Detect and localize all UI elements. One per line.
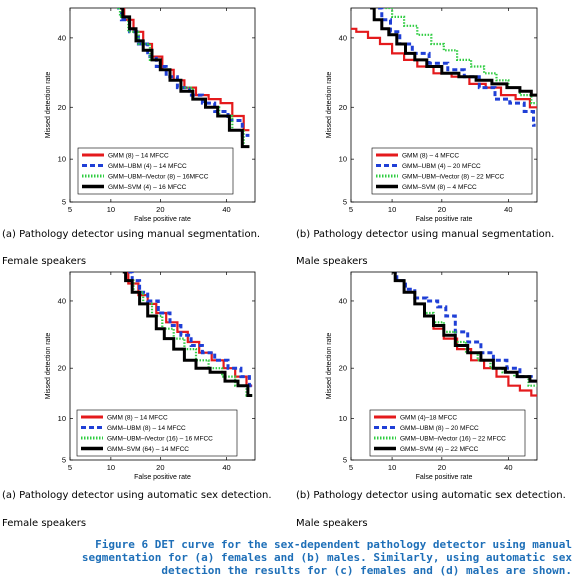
x-tick-label: 40: [504, 463, 512, 472]
x-axis-label: False positive rate: [416, 474, 473, 481]
x-tick-label: 40: [504, 205, 512, 214]
y-tick-label: 40: [339, 296, 347, 305]
y-tick-label: 10: [339, 155, 347, 164]
panel-caption-c: (a) Pathology detector using automatic s…: [2, 490, 272, 501]
series-group: [117, 8, 250, 149]
x-tick-label: 5: [349, 463, 353, 472]
panel-caption-b: (b) Pathology detector using manual segm…: [296, 229, 555, 240]
x-tick-label: 5: [68, 463, 72, 472]
series-group: [351, 8, 537, 127]
x-tick-label: 5: [349, 205, 353, 214]
y-tick-label: 20: [58, 103, 66, 112]
legend-entry-2: GMM–UBM–iVector (8) – 22 MFCC: [402, 174, 505, 181]
legend-entry-0: GMM (8) – 14 MFCC: [107, 415, 168, 422]
y-tick-label: 20: [58, 364, 66, 373]
series-line-1: [378, 8, 536, 127]
x-tick-label: 10: [107, 463, 115, 472]
legend-entry-0: GMM (8) – 14 MFCC: [108, 153, 169, 160]
det-chart-a: 5 10 20 40 5 10 20 40 False positive rate Missed …: [45, 7, 256, 223]
panel-c: 5 10 20 40 5 10 20 40 False positive rate Missed …: [0, 268, 290, 533]
panel-speakers-d: Male speakers: [296, 518, 368, 529]
legend-box: [371, 147, 533, 195]
legend-entry-2: GMM–UBM–iVector (16) – 22 MFCC: [400, 436, 506, 443]
x-tick-label: 5: [68, 205, 72, 214]
y-tick-label: 5: [62, 456, 66, 465]
y-axis-label: Missed detection rate: [326, 72, 333, 139]
x-tick-label: 20: [156, 205, 164, 214]
series-group: [392, 272, 537, 397]
plot-frame: [69, 7, 256, 203]
y-tick-label: 40: [58, 296, 66, 305]
y-tick-label: 5: [62, 198, 66, 207]
panel-speakers-a: Female speakers: [2, 256, 87, 267]
x-tick-label: 20: [438, 205, 446, 214]
panel-speakers-c: Female speakers: [2, 518, 87, 529]
series-line-1: [392, 272, 537, 383]
x-tick-label: 10: [388, 205, 396, 214]
y-tick-label: 20: [339, 364, 347, 373]
legend-entry-0: GMM (8) – 4 MFCC: [402, 153, 459, 160]
plot-frame: [350, 7, 538, 203]
legend-entry-3: GMM–SVM (4) – 22 MFCC: [400, 446, 479, 453]
y-tick-label: 5: [343, 198, 347, 207]
y-tick-label: 5: [343, 456, 347, 465]
y-tick-label: 10: [58, 414, 66, 423]
x-tick-label: 10: [388, 463, 396, 472]
series-line-2: [117, 8, 250, 148]
y-tick-label: 10: [58, 155, 66, 164]
series-line-3: [122, 272, 253, 397]
legend-entry-2: GMM–UBM–iVector (16) – 16 MFCC: [107, 436, 213, 443]
det-chart-c: 5 10 20 40 5 10 20 40 False positive rate Missed …: [45, 271, 256, 481]
legend-entry-3: GMM–SVM (4) – 16 MFCC: [108, 184, 187, 191]
x-axis-label: False positive rate: [134, 216, 191, 223]
y-axis-label: Missed detection rate: [45, 333, 52, 400]
legend-entry-0: GMM (4)–18 MFCC: [400, 415, 457, 422]
series-line-0: [120, 8, 250, 132]
x-tick-label: 20: [438, 463, 446, 472]
panel-speakers-b: Male speakers: [296, 256, 368, 267]
y-tick-label: 10: [339, 414, 347, 423]
legend-entry-3: GMM–SVM (64) – 14 MFCC: [107, 446, 189, 453]
y-axis-label: Missed detection rate: [326, 333, 333, 400]
series-group: [122, 272, 253, 397]
x-axis-label: False positive rate: [416, 216, 473, 223]
x-axis-label: False positive rate: [134, 474, 191, 481]
series-line-2: [122, 272, 253, 397]
figure-label: Figure 6: [95, 538, 149, 551]
plot-frame: [350, 271, 538, 461]
x-tick-label: 20: [156, 463, 164, 472]
plot-frame: [69, 271, 256, 461]
x-tick-label: 40: [222, 463, 230, 472]
x-tick-label: 40: [222, 205, 230, 214]
series-line-3: [392, 272, 537, 383]
series-line-3: [370, 8, 537, 97]
series-line-3: [120, 8, 250, 149]
y-axis-label: Missed detection rate: [45, 72, 52, 139]
series-line-0: [351, 27, 537, 109]
series-line-1: [128, 272, 253, 388]
figure-caption: Figure 6 DET curve for the sex-dependent…: [20, 538, 572, 577]
figure-caption-text: DET curve for the sex-dependent patholog…: [81, 538, 572, 577]
panel-a: 5 10 20 40 5 10 20 40 False positive rate Missed …: [0, 0, 290, 268]
legend-entry-3: GMM–SVM (8) – 4 MFCC: [402, 184, 477, 191]
det-chart-d: 5 10 20 40 5 10 20 40 False positive rate Missed …: [326, 271, 538, 481]
legend-entry-1: GMM–UBM (4) – 20 MFCC: [402, 163, 481, 170]
legend-entry-1: GMM–UBM (4) – 14 MFCC: [108, 163, 187, 170]
panel-caption-d: (b) Pathology detector using automatic s…: [296, 490, 566, 501]
y-tick-label: 40: [58, 33, 66, 42]
det-chart-b: 5 10 20 40 5 10 20 40 False positive rate Missed …: [326, 7, 538, 223]
y-tick-label: 40: [339, 33, 347, 42]
panel-d: 5 10 20 40 5 10 20 40 False positive rate Missed …: [294, 268, 580, 533]
panel-caption-a: (a) Pathology detector using manual segm…: [2, 229, 261, 240]
legend-entry-1: GMM–UBM (8) – 14 MFCC: [107, 425, 186, 432]
panel-b: 5 10 20 40 5 10 20 40 False positive rate Missed …: [294, 0, 580, 268]
legend-entry-1: GMM–UBM (8) – 20 MFCC: [400, 425, 479, 432]
legend-box: [76, 409, 238, 457]
x-tick-label: 10: [107, 205, 115, 214]
legend-entry-2: GMM–UBM–iVector (8) – 16MFCC: [108, 174, 209, 181]
y-tick-label: 20: [339, 103, 347, 112]
